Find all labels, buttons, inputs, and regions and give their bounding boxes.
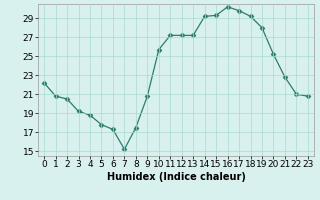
- X-axis label: Humidex (Indice chaleur): Humidex (Indice chaleur): [107, 172, 245, 182]
